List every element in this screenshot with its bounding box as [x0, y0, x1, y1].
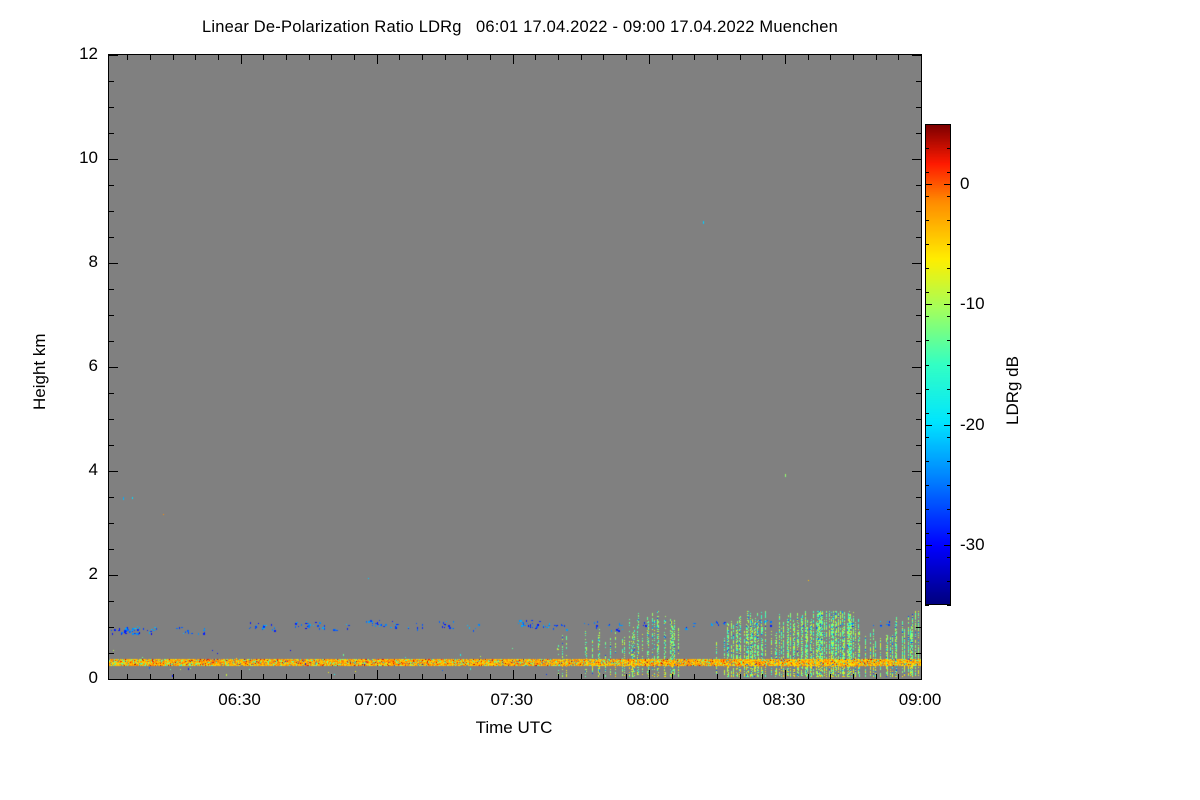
y-tick-label: 12	[79, 44, 98, 63]
y-tick-label: 6	[88, 356, 98, 375]
x-tick-major-top	[921, 55, 922, 64]
x-tick-major	[921, 670, 922, 679]
y-tick-label: 8	[88, 252, 98, 271]
y-tick-major-right	[912, 679, 921, 680]
x-tick-label: 06:30	[218, 690, 261, 709]
x-tick-label: 09:00	[898, 690, 942, 709]
colorbar-title: LDRg dB	[1003, 355, 1022, 425]
colorbar-tick-minor	[947, 605, 951, 606]
colorbar-tick-label: 0	[960, 174, 970, 194]
y-axis-title: Height km	[30, 333, 49, 410]
colorbar-tick-label: -20	[960, 414, 985, 434]
x-tick-label: 07:00	[354, 690, 397, 709]
y-tick-label: 10	[79, 148, 98, 167]
plot-title: Linear De-Polarization Ratio LDRg 06:01 …	[201, 18, 839, 36]
y-tick-label: 0	[88, 668, 98, 687]
ldrg-heatmap-canvas[interactable]	[109, 55, 921, 679]
colorbar-tick-label: -30	[960, 534, 985, 554]
y-tick-label: 2	[88, 564, 98, 583]
x-tick-label: 07:30	[490, 690, 533, 709]
x-tick-label: 08:30	[762, 690, 806, 709]
colorbar[interactable]	[925, 124, 951, 606]
colorbar-tick-label: -10	[960, 294, 985, 314]
x-tick-label: 08:00	[626, 690, 670, 709]
colorbar-gradient	[925, 124, 951, 605]
colorbar-tick-minor-left	[925, 605, 929, 606]
heatmap-plot-area[interactable]	[108, 54, 922, 680]
y-tick-label: 4	[88, 460, 98, 479]
y-tick-major	[109, 679, 118, 680]
x-axis-title: Time UTC	[475, 718, 553, 737]
